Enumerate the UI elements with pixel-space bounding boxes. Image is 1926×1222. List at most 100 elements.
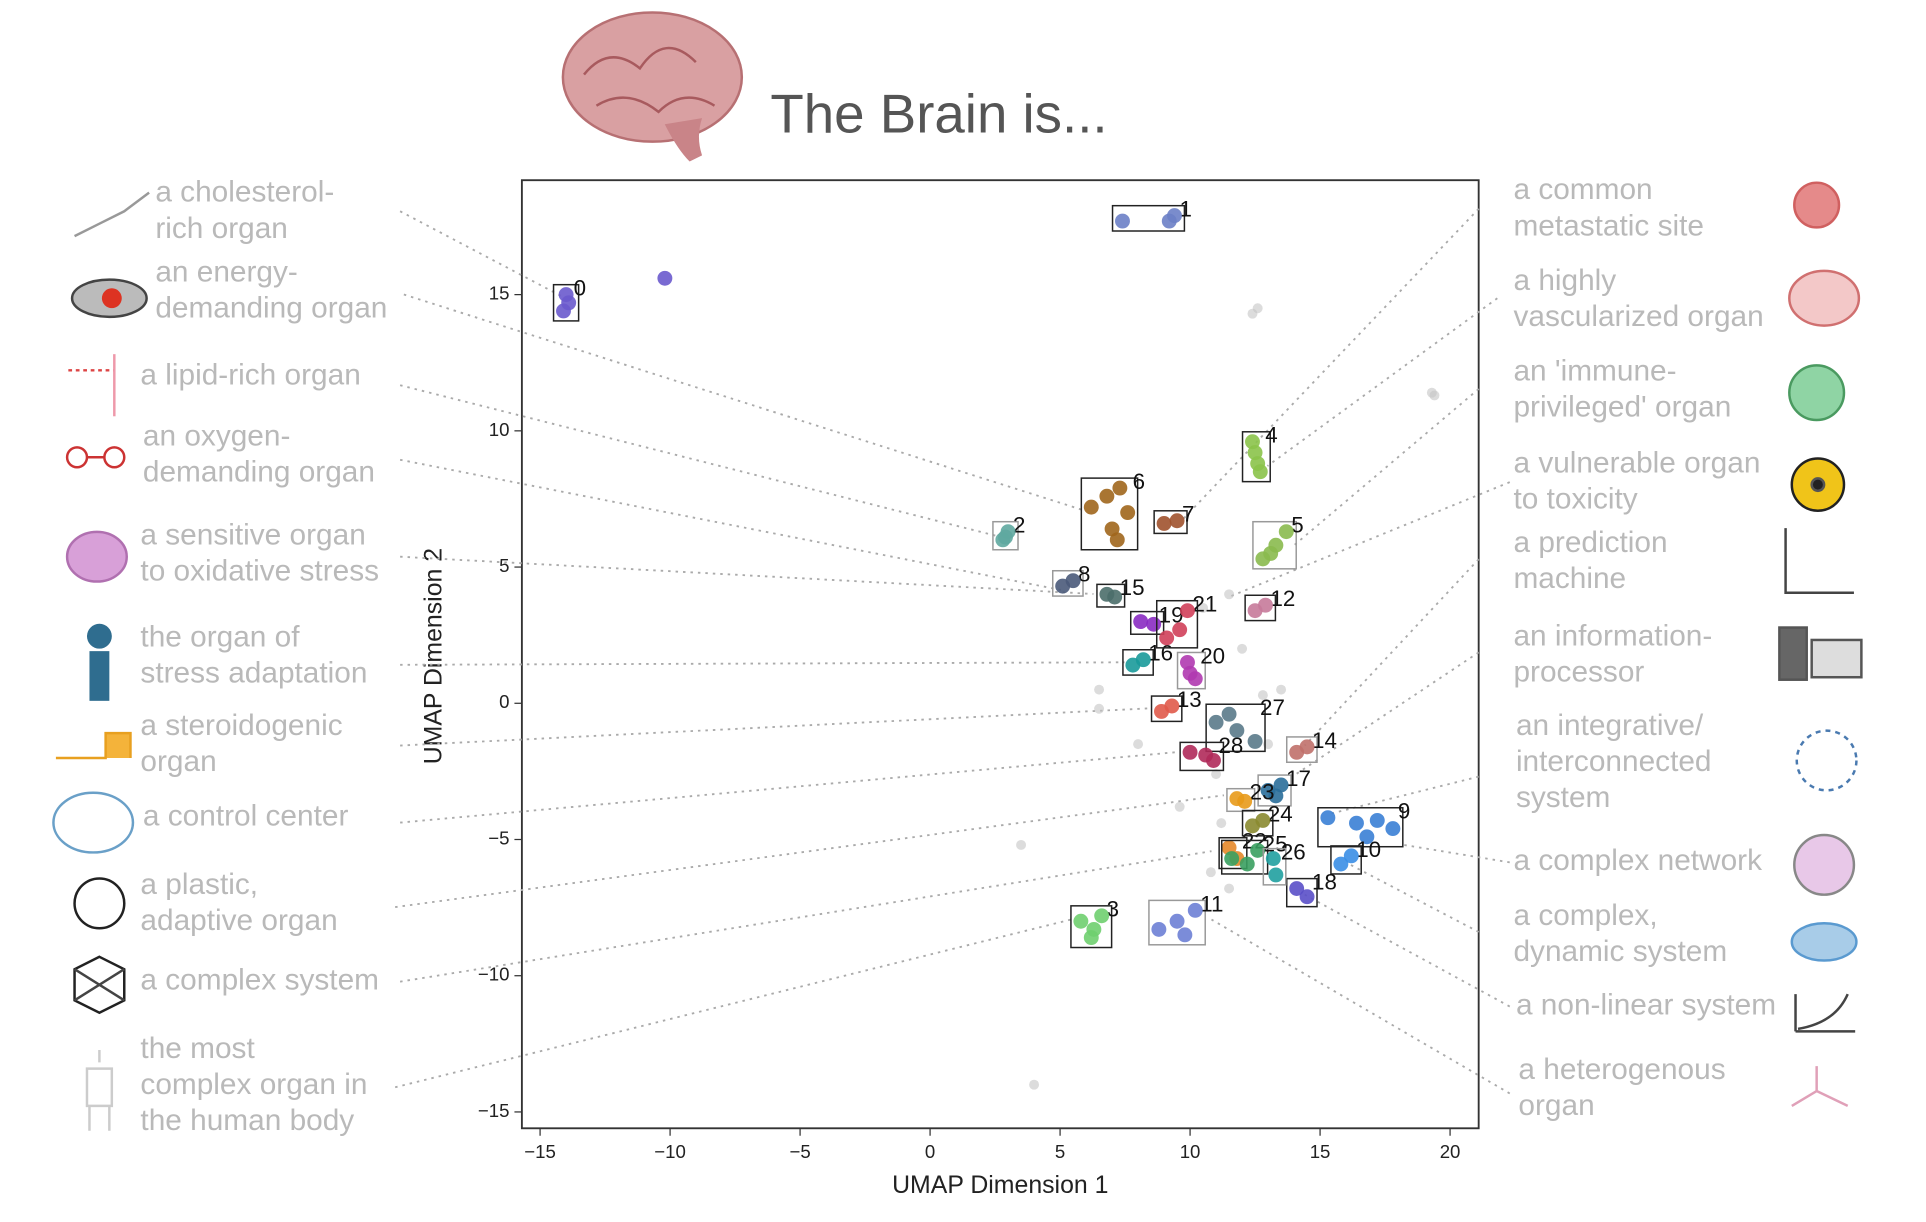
point (1429, 390, 1440, 401)
point (561, 295, 577, 311)
point (1349, 815, 1364, 831)
point (1135, 652, 1151, 668)
y-tick-label: −5 (488, 827, 509, 848)
side-label: organ (140, 745, 216, 778)
point (1343, 848, 1359, 864)
leader-line (1403, 844, 1510, 864)
side-label: the organ of (140, 621, 300, 654)
point (1187, 902, 1203, 918)
point (1299, 889, 1315, 905)
y-axis-label: UMAP Dimension 2 (420, 548, 447, 764)
side-label: a cholesterol- (155, 176, 334, 209)
leader-line (1291, 388, 1480, 548)
cluster-label: 10 (1356, 837, 1381, 862)
point (1099, 488, 1115, 504)
point (1198, 602, 1209, 613)
point (1167, 208, 1182, 224)
cluster-label: 11 (1200, 891, 1223, 916)
brain-icon (561, 11, 744, 162)
y-tick-label: 10 (489, 419, 510, 440)
point (1250, 842, 1266, 858)
side-label: an information- (1513, 619, 1712, 652)
point (1029, 1079, 1040, 1090)
cluster-box (1080, 477, 1139, 551)
cluster-box (1153, 510, 1188, 535)
point (1252, 303, 1263, 314)
point (1289, 881, 1305, 896)
x-tick-label: −10 (654, 1141, 686, 1162)
cluster-label: 8 (1078, 562, 1090, 587)
cluster-box (1226, 787, 1256, 813)
x-tick-label: −15 (524, 1141, 556, 1162)
side-label: an 'immune- (1513, 355, 1676, 388)
point (1216, 818, 1227, 829)
y-tick-label: 5 (499, 555, 509, 576)
cluster-label: 28 (1218, 733, 1243, 758)
point (1237, 793, 1253, 809)
point (1120, 505, 1136, 521)
x-axis-label: UMAP Dimension 1 (892, 1172, 1108, 1199)
cluster-box (1244, 594, 1277, 622)
leader-line (399, 384, 1001, 538)
point (1224, 883, 1235, 894)
side-label: to oxidative stress (140, 555, 379, 588)
cluster-label: 9 (1398, 799, 1410, 824)
cluster-label: 23 (1250, 780, 1275, 805)
point (1278, 524, 1294, 540)
leader-line (400, 750, 1181, 824)
point (1146, 616, 1162, 632)
side-label: demanding organ (155, 291, 387, 324)
point (1177, 927, 1193, 943)
leader-line (400, 707, 1150, 747)
point (1208, 714, 1224, 730)
cluster-label: 12 (1270, 586, 1295, 611)
point (1151, 921, 1167, 937)
point (1112, 480, 1128, 496)
cluster-label: 0 (574, 276, 586, 301)
point (1164, 698, 1180, 714)
side-label: metastatic site (1513, 209, 1704, 242)
cluster-box (1205, 703, 1266, 753)
cluster-box (1262, 847, 1287, 886)
side-label: complex organ in (140, 1068, 367, 1101)
leader-line (399, 850, 1212, 983)
left-icons (52, 191, 150, 1131)
side-label: processor (1513, 655, 1644, 688)
point (1107, 589, 1123, 605)
point (1239, 856, 1255, 872)
right-icons (1778, 181, 1863, 1108)
x-tick-label: 5 (1055, 1141, 1065, 1162)
point (1065, 573, 1081, 589)
point (1211, 769, 1222, 780)
cluster-box (1252, 520, 1297, 570)
cluster-box (1241, 809, 1274, 837)
leader-line (394, 918, 1072, 1089)
leader-line (399, 210, 566, 300)
side-label: the most (140, 1032, 255, 1065)
side-label: a sensitive organ (140, 519, 365, 552)
point (1182, 744, 1198, 760)
y-tick-label: 15 (489, 283, 510, 304)
cluster-box (1051, 569, 1084, 597)
point (998, 529, 1013, 545)
point (1205, 867, 1216, 878)
point (1263, 545, 1279, 561)
cluster-label: 17 (1286, 766, 1311, 791)
cluster-box (1257, 774, 1292, 807)
point (1115, 213, 1130, 229)
point (1016, 839, 1027, 850)
cluster-label: 6 (1133, 469, 1145, 494)
point (1359, 829, 1375, 845)
plot-frame (520, 179, 1480, 1130)
side-label: to toxicity (1513, 483, 1637, 516)
cluster-box (1317, 807, 1404, 848)
side-label: system (1516, 781, 1610, 814)
side-label: a vulnerable organ (1513, 447, 1760, 480)
point (1229, 723, 1245, 738)
leader-line (1304, 893, 1511, 1008)
leader-line (1229, 481, 1511, 598)
point (1385, 821, 1401, 837)
x-tick-label: 0 (925, 1141, 935, 1162)
side-label: vascularized organ (1513, 300, 1763, 333)
